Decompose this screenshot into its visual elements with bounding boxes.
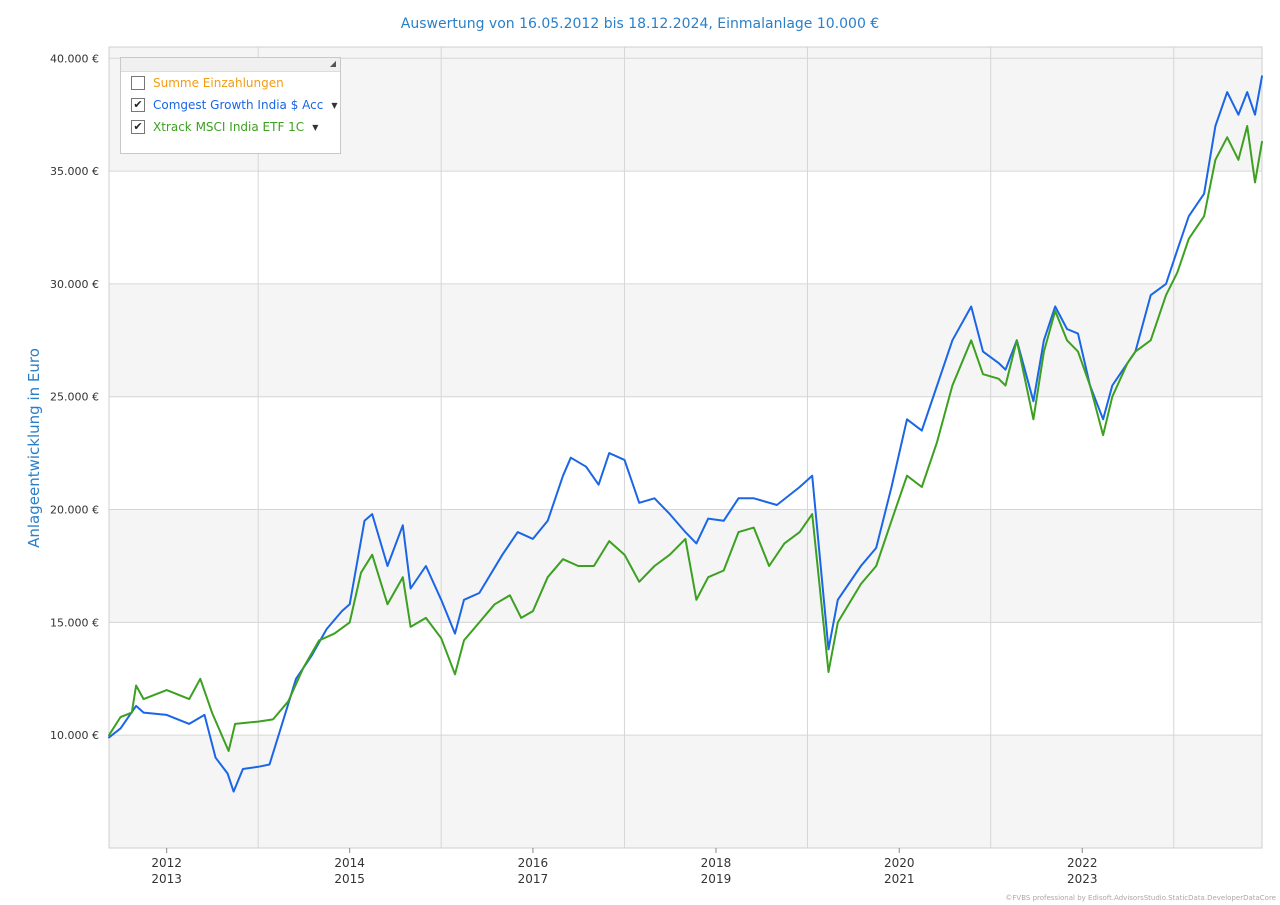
x-tick-label: 2013 xyxy=(151,872,182,886)
legend-item-comgest[interactable]: ✔ Comgest Growth India $ Acc ▼ xyxy=(131,94,340,116)
legend-item-summe-einzahlungen[interactable]: Summe Einzahlungen xyxy=(131,72,340,94)
legend-item-label: Summe Einzahlungen xyxy=(153,76,284,90)
legend-item-label: Comgest Growth India $ Acc xyxy=(153,98,324,112)
legend-checkbox[interactable] xyxy=(131,76,145,90)
plot-band xyxy=(109,283,1262,397)
y-tick-label: 35.000 € xyxy=(50,165,99,178)
y-tick-label: 20.000 € xyxy=(50,504,99,517)
x-tick-label: 2012 xyxy=(151,856,182,870)
series-line-xtrack xyxy=(108,125,1263,752)
plot-frame xyxy=(108,46,1263,849)
y-tick-label: 40.000 € xyxy=(50,52,99,65)
x-tick-label: 2020 xyxy=(884,856,915,870)
plot-band xyxy=(109,735,1262,848)
y-tick-label: 15.000 € xyxy=(50,616,99,629)
x-tick-label: 2019 xyxy=(701,872,732,886)
x-tick-label: 2014 xyxy=(334,856,365,870)
y-tick-label: 25.000 € xyxy=(50,391,99,404)
legend-item-xtrack[interactable]: ✔ Xtrack MSCI India ETF 1C ▼ xyxy=(131,116,340,138)
dropdown-arrow-icon[interactable]: ▼ xyxy=(331,100,338,110)
plot-background xyxy=(109,47,1262,848)
legend-header: ◢ xyxy=(121,58,340,72)
chart-title: Auswertung von 16.05.2012 bis 18.12.2024… xyxy=(400,16,880,32)
dropdown-arrow-icon[interactable]: ▼ xyxy=(312,122,319,132)
y-tick-label: 10.000 € xyxy=(50,729,99,742)
x-tick-label: 2016 xyxy=(518,856,549,870)
x-tick-label: 2022 xyxy=(1067,856,1098,870)
legend-checkbox[interactable]: ✔ xyxy=(131,120,145,134)
x-tick-label: 2017 xyxy=(518,872,549,886)
y-tick-label: 30.000 € xyxy=(50,278,99,291)
legend-item-label: Xtrack MSCI India ETF 1C xyxy=(153,120,305,134)
legend-checkbox[interactable]: ✔ xyxy=(131,98,145,112)
legend-collapse-icon[interactable]: ◢ xyxy=(329,59,336,68)
x-tick-label: 2023 xyxy=(1067,872,1098,886)
plot-band xyxy=(109,509,1262,623)
series-line-comgest xyxy=(108,75,1263,793)
plot-band xyxy=(109,47,1262,59)
x-tick-label: 2015 xyxy=(334,872,365,886)
watermark: ©FVBS professional by Edisoft.AdvisorsSt… xyxy=(1005,894,1276,902)
legend: ◢ Summe Einzahlungen ✔ Comgest Growth In… xyxy=(120,57,341,154)
x-tick-label: 2018 xyxy=(701,856,732,870)
x-tick-label: 2021 xyxy=(884,872,915,886)
